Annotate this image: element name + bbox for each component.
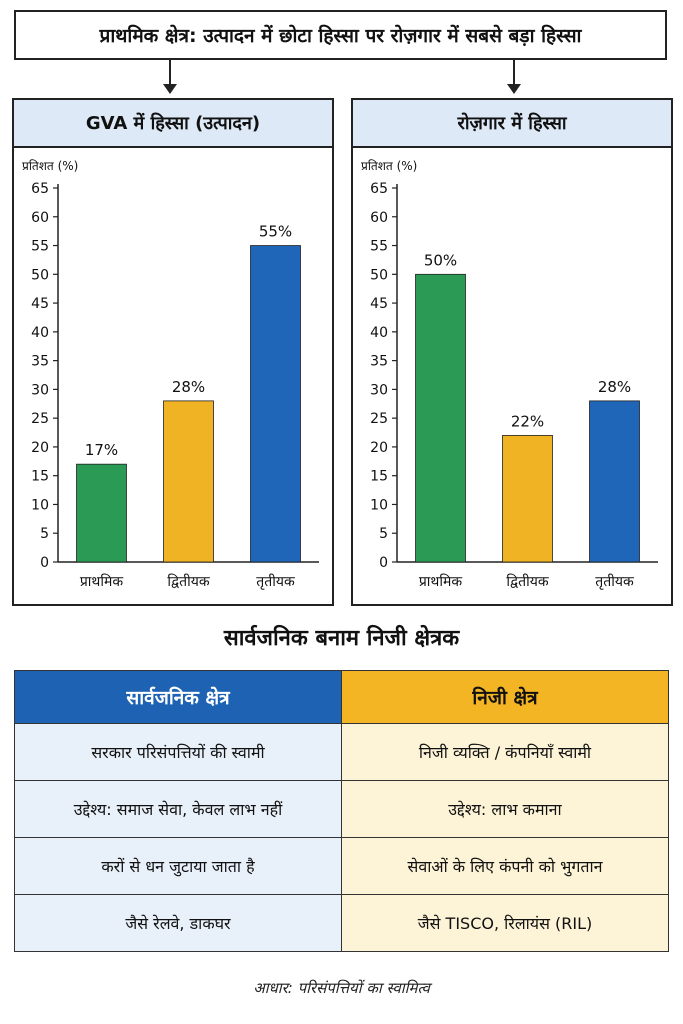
y-tick-label: 50 <box>370 267 388 283</box>
table-row: जैसे रेलवे, डाकघर जैसे TISCO, रिलायंस (R… <box>14 894 669 952</box>
y-tick-label: 55 <box>370 239 388 255</box>
y-tick-label: 65 <box>370 181 388 197</box>
y-tick-label: 35 <box>31 354 49 370</box>
x-tick-label: तृतीयक <box>256 573 295 590</box>
y-tick-label: 0 <box>40 555 49 571</box>
arrow-left-icon <box>163 60 177 94</box>
y-tick-label: 5 <box>379 526 388 542</box>
arrow-right-icon <box>507 60 521 94</box>
bar-data-label: 22% <box>511 412 544 430</box>
header-public-sector: सार्वजनिक क्षेत्र <box>14 670 342 724</box>
y-tick-label: 15 <box>31 469 49 485</box>
y-tick-label: 60 <box>31 210 49 226</box>
y-tick-label: 15 <box>370 469 388 485</box>
y-tick-label: 20 <box>31 440 49 456</box>
y-tick-label: 65 <box>31 181 49 197</box>
y-tick-label: 40 <box>370 325 388 341</box>
bar <box>589 400 640 563</box>
y-tick-label: 0 <box>379 555 388 571</box>
table-row: करों से धन जुटाया जाता है सेवाओं के लिए … <box>14 837 669 895</box>
y-tick-label: 30 <box>370 382 388 398</box>
y-tick-label: 35 <box>370 354 388 370</box>
bar-data-label: 55% <box>259 223 292 241</box>
bar <box>250 245 301 563</box>
employment-chart-title: रोज़गार में हिस्सा <box>353 100 671 148</box>
bar-data-label: 28% <box>172 378 205 396</box>
y-tick-label: 5 <box>40 526 49 542</box>
table-row: उद्देश्य: समाज सेवा, केवल लाभ नहीं उद्दे… <box>14 780 669 838</box>
comparison-title: सार्वजनिक बनाम निजी क्षेत्रक <box>223 626 460 651</box>
y-tick-label: 50 <box>31 267 49 283</box>
gva-bar-chart: प्रतिशत (%) 0 5 10 15 20 25 30 35 40 45 50 55 60 65 17%… <box>22 159 319 590</box>
bar <box>163 400 214 563</box>
y-tick-label: 10 <box>31 497 49 513</box>
x-tick-label: द्वितीयक <box>506 573 548 590</box>
y-axis-label: प्रतिशत (%) <box>361 159 417 173</box>
y-axis-label: प्रतिशत (%) <box>22 159 78 173</box>
employment-chart-panel: रोज़गार में हिस्सा प्रतिशत (%) 0 5 10 15 20 25… <box>351 98 673 606</box>
y-tick-label: 25 <box>31 411 49 427</box>
main-title: प्राथमिक क्षेत्र: उत्पादन में छोटा हिस्स… <box>14 10 667 60</box>
bar <box>76 463 127 563</box>
private-cell: सेवाओं के लिए कंपनी को भुगतान <box>341 837 669 895</box>
bar <box>415 273 466 563</box>
public-cell: उद्देश्य: समाज सेवा, केवल लाभ नहीं <box>14 780 342 838</box>
gva-chart-panel: GVA में हिस्सा (उत्पादन) प्रतिशत (%) 0 5 10… <box>12 98 334 606</box>
employment-bar-chart: प्रतिशत (%) 0 5 10 15 20 25 30 35 40 45 50 55 60 65 50%… <box>361 159 658 590</box>
footnote: आधार: परिसंपत्तियों का स्वामित्व <box>253 979 430 997</box>
table-header-row: सार्वजनिक क्षेत्र निजी क्षेत्र <box>14 670 669 724</box>
y-tick-label: 55 <box>31 239 49 255</box>
x-tick-label: प्राथमिक <box>419 573 463 590</box>
y-tick-label: 60 <box>370 210 388 226</box>
header-private-sector: निजी क्षेत्र <box>341 670 669 724</box>
x-tick-label: तृतीयक <box>595 573 634 590</box>
arrows <box>163 60 521 94</box>
gva-chart-title: GVA में हिस्सा (उत्पादन) <box>14 100 332 148</box>
y-tick-label: 40 <box>31 325 49 341</box>
table-row: सरकार परिसंपत्तियों की स्वामी निजी व्यक्… <box>14 723 669 781</box>
y-tick-label: 10 <box>370 497 388 513</box>
comparison-table: सार्वजनिक क्षेत्र निजी क्षेत्र सरकार परि… <box>14 670 669 952</box>
y-tick-label: 25 <box>370 411 388 427</box>
public-cell: करों से धन जुटाया जाता है <box>14 837 342 895</box>
bar-data-label: 50% <box>424 251 457 269</box>
public-cell: सरकार परिसंपत्तियों की स्वामी <box>14 723 342 781</box>
public-cell: जैसे रेलवे, डाकघर <box>14 894 342 952</box>
private-cell: जैसे TISCO, रिलायंस (RIL) <box>341 894 669 952</box>
x-tick-label: द्वितीयक <box>167 573 209 590</box>
y-tick-label: 45 <box>31 296 49 312</box>
bar-data-label: 17% <box>85 441 118 459</box>
y-tick-label: 45 <box>370 296 388 312</box>
y-tick-label: 30 <box>31 382 49 398</box>
x-tick-label: प्राथमिक <box>80 573 124 590</box>
private-cell: निजी व्यक्ति / कंपनियाँ स्वामी <box>341 723 669 781</box>
bar <box>502 435 553 563</box>
y-tick-label: 20 <box>370 440 388 456</box>
bar-data-label: 28% <box>598 378 631 396</box>
private-cell: उद्देश्य: लाभ कमाना <box>341 780 669 838</box>
